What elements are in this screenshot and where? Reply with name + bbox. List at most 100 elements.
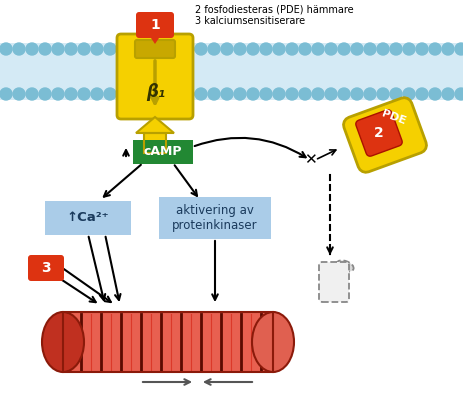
Circle shape (220, 43, 232, 55)
Circle shape (78, 88, 90, 100)
Circle shape (220, 88, 232, 100)
Circle shape (39, 88, 51, 100)
Circle shape (389, 43, 401, 55)
Circle shape (363, 88, 375, 100)
Circle shape (207, 88, 219, 100)
Text: cAMP: cAMP (144, 145, 182, 158)
Circle shape (298, 43, 310, 55)
FancyBboxPatch shape (45, 201, 131, 235)
Circle shape (39, 43, 51, 55)
Circle shape (246, 88, 258, 100)
Bar (0, 43, 463, 100)
Circle shape (298, 88, 310, 100)
Circle shape (337, 88, 349, 100)
Polygon shape (136, 117, 174, 133)
Polygon shape (343, 98, 425, 172)
Circle shape (169, 43, 181, 55)
Circle shape (130, 43, 142, 55)
FancyBboxPatch shape (144, 133, 166, 153)
Circle shape (169, 88, 181, 100)
Circle shape (363, 43, 375, 55)
Text: 2: 2 (373, 126, 383, 140)
Circle shape (91, 43, 103, 55)
Circle shape (13, 43, 25, 55)
Text: ↑Ca²⁺: ↑Ca²⁺ (67, 212, 109, 224)
Circle shape (285, 43, 297, 55)
Circle shape (428, 43, 440, 55)
Circle shape (402, 88, 414, 100)
FancyBboxPatch shape (117, 34, 193, 119)
Text: aktivering av
proteinkinaser: aktivering av proteinkinaser (172, 204, 257, 232)
Text: PDE: PDE (379, 108, 406, 126)
Ellipse shape (251, 312, 294, 372)
Circle shape (143, 88, 155, 100)
Circle shape (259, 43, 271, 55)
Circle shape (78, 43, 90, 55)
FancyBboxPatch shape (136, 12, 174, 38)
Circle shape (13, 88, 25, 100)
Circle shape (52, 88, 64, 100)
Circle shape (337, 43, 349, 55)
Circle shape (376, 88, 388, 100)
Text: 3 kalciumsensitiserare: 3 kalciumsensitiserare (194, 16, 305, 26)
Bar (144, 133, 166, 153)
Circle shape (415, 88, 427, 100)
Polygon shape (149, 35, 161, 44)
Circle shape (65, 88, 77, 100)
Circle shape (156, 43, 168, 55)
Circle shape (389, 88, 401, 100)
Circle shape (233, 88, 245, 100)
Circle shape (207, 43, 219, 55)
Bar (63, 312, 272, 372)
Circle shape (194, 43, 206, 55)
Circle shape (91, 88, 103, 100)
Text: ✕: ✕ (303, 152, 316, 168)
Text: β₁: β₁ (146, 83, 165, 101)
Circle shape (285, 88, 297, 100)
Circle shape (350, 43, 362, 55)
Circle shape (52, 43, 64, 55)
Circle shape (324, 88, 336, 100)
Circle shape (104, 43, 116, 55)
FancyBboxPatch shape (135, 40, 175, 58)
Circle shape (143, 43, 155, 55)
Circle shape (130, 88, 142, 100)
Ellipse shape (42, 312, 84, 372)
Circle shape (181, 43, 194, 55)
Polygon shape (355, 110, 401, 156)
Circle shape (0, 43, 12, 55)
Circle shape (0, 88, 12, 100)
Circle shape (272, 43, 284, 55)
Circle shape (311, 88, 323, 100)
Circle shape (415, 43, 427, 55)
Circle shape (454, 43, 463, 55)
Circle shape (441, 43, 453, 55)
FancyBboxPatch shape (133, 140, 193, 164)
Circle shape (272, 88, 284, 100)
Circle shape (376, 43, 388, 55)
Circle shape (324, 43, 336, 55)
Circle shape (350, 88, 362, 100)
Text: 1: 1 (150, 18, 160, 32)
Circle shape (117, 88, 129, 100)
Circle shape (233, 43, 245, 55)
FancyBboxPatch shape (28, 255, 64, 281)
Circle shape (104, 88, 116, 100)
Circle shape (454, 88, 463, 100)
FancyBboxPatch shape (319, 262, 348, 302)
Circle shape (26, 88, 38, 100)
Text: 2 fosfodiesteras (PDE) hämmare: 2 fosfodiesteras (PDE) hämmare (194, 5, 353, 15)
Circle shape (441, 88, 453, 100)
Circle shape (194, 88, 206, 100)
Circle shape (311, 43, 323, 55)
Circle shape (65, 43, 77, 55)
Circle shape (246, 43, 258, 55)
Ellipse shape (336, 260, 353, 272)
Circle shape (428, 88, 440, 100)
Circle shape (259, 88, 271, 100)
Circle shape (156, 88, 168, 100)
Circle shape (26, 43, 38, 55)
Circle shape (181, 88, 194, 100)
Text: 3: 3 (41, 261, 51, 275)
FancyBboxPatch shape (159, 197, 270, 239)
